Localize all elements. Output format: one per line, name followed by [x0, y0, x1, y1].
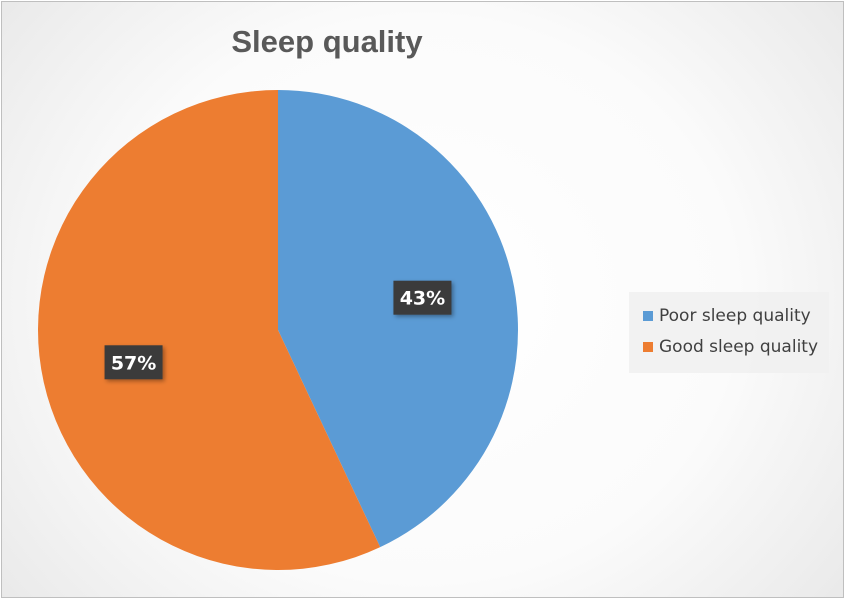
data-label-text: 57%	[111, 352, 156, 374]
legend: Poor sleep quality Good sleep quality	[629, 292, 829, 373]
legend-swatch-good	[643, 341, 653, 352]
legend-item-poor-sleep-quality: Poor sleep quality	[643, 300, 829, 331]
legend-label-poor: Poor sleep quality	[659, 305, 811, 326]
pie-slice-good-sleep-quality	[38, 90, 381, 570]
data-label-text: 43%	[400, 288, 445, 310]
data-label-good-sleep-quality: 57%	[104, 345, 163, 380]
data-label-box	[393, 280, 452, 315]
data-label-poor-sleep-quality: 43%	[393, 280, 452, 315]
data-label-box	[104, 345, 163, 380]
pie-slice-poor-sleep-quality	[278, 90, 519, 548]
chart-title: Sleep quality	[231, 24, 423, 59]
legend-item-good-sleep-quality: Good sleep quality	[643, 331, 829, 362]
legend-swatch-poor	[643, 310, 653, 321]
legend-label-good: Good sleep quality	[659, 336, 819, 357]
pie-chart: 43% 57%	[38, 90, 519, 570]
